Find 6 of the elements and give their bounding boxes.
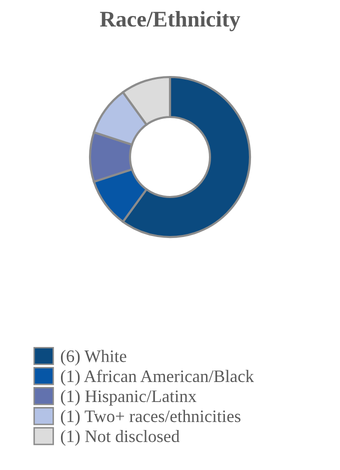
- legend-label: (1) Not disclosed: [60, 430, 180, 446]
- chart-title: Race/Ethnicity: [100, 11, 240, 32]
- legend-label: (6) White: [60, 350, 126, 366]
- legend-label: (1) Hispanic/Latinx: [60, 390, 196, 406]
- legend-label: (1) African American/Black: [60, 370, 254, 386]
- legend-label: (1) Two+ races/ethnicities: [60, 410, 240, 426]
